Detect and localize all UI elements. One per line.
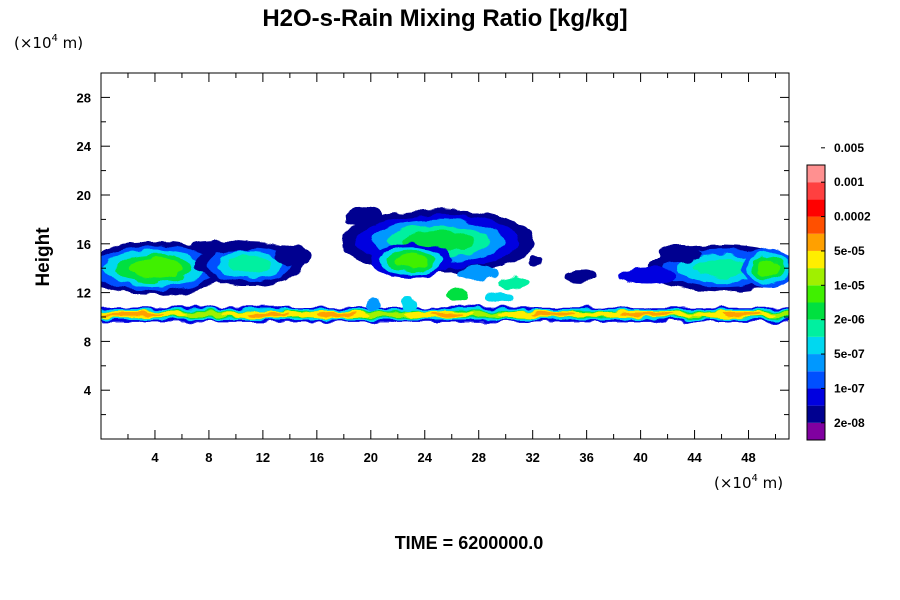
anvil-contour — [345, 207, 383, 227]
y-ticks: 4 8 12 16 20 24 28 — [77, 90, 789, 416]
colorbar: 2e-08 1e-07 5e-07 2e-06 1e-05 5e-05 0.0002 0.00… — [806, 141, 871, 441]
colorbar-swatch — [807, 354, 825, 372]
x-tick-label: 8 — [205, 450, 212, 465]
x-tick-label: 12 — [256, 450, 270, 465]
colorbar-swatch — [807, 233, 825, 251]
colorbar-swatch — [807, 336, 825, 355]
colorbar-swatch — [807, 216, 825, 234]
anvil-contour — [366, 298, 381, 311]
colorbar-swatch — [807, 371, 825, 389]
anvil-contour — [128, 258, 182, 278]
y-tick-label: 16 — [77, 237, 91, 252]
anvil-contour — [400, 297, 417, 313]
anvil-contour — [275, 243, 311, 266]
x-unit-suffix: m) — [758, 474, 783, 492]
x-tick-label: 16 — [310, 450, 324, 465]
y-unit-label: (×104 m) — [14, 33, 83, 52]
colorbar-label: 0.001 — [834, 175, 864, 189]
colorbar-swatch — [807, 268, 825, 286]
x-ticks: 4 8 12 16 20 24 28 32 36 40 44 48 — [127, 73, 777, 465]
colorbar-swatch — [807, 388, 825, 406]
colorbar-swatch — [807, 302, 825, 320]
x-tick-label: 36 — [579, 450, 593, 465]
anvil-contour — [528, 254, 543, 267]
data-field — [101, 207, 789, 322]
colorbar-swatch — [807, 199, 825, 217]
x-tick-label: 4 — [151, 450, 159, 465]
anvil-contour — [485, 290, 513, 303]
x-tick-label: 48 — [741, 450, 755, 465]
melt-core — [620, 312, 675, 317]
y-tick-label: 8 — [84, 334, 91, 349]
colorbar-swatch — [807, 182, 825, 200]
y-tick-label: 24 — [77, 139, 92, 154]
y-tick-label: 28 — [77, 90, 91, 105]
anvil-contour — [757, 260, 780, 277]
melting-layer-group — [101, 307, 789, 322]
time-label: TIME = 6200000.0 — [395, 533, 544, 553]
melt-core — [104, 312, 166, 317]
colorbar-label: 0.0002 — [834, 210, 871, 224]
x-unit-prefix: (×10 — [714, 474, 752, 492]
y-unit-exp: 4 — [52, 33, 58, 44]
colorbar-frame — [806, 164, 826, 441]
x-unit-exp: 4 — [752, 473, 758, 484]
x-tick-label: 24 — [418, 450, 433, 465]
y-tick-label: 12 — [77, 286, 91, 301]
x-tick-label: 28 — [471, 450, 485, 465]
colorbar-swatch — [807, 165, 825, 183]
melt-core — [428, 312, 462, 317]
anvil-contour — [617, 266, 678, 285]
colorbar-swatch — [807, 319, 825, 337]
colorbar-swatch — [807, 405, 825, 423]
melt-core — [529, 312, 577, 317]
y-tick-label: 4 — [84, 383, 92, 398]
anvil-contour — [188, 240, 257, 253]
melt-core — [249, 312, 290, 317]
anvil-contour — [660, 245, 702, 263]
x-unit-label: (×104 m) — [714, 473, 783, 492]
y-unit-prefix: (×10 — [14, 34, 52, 52]
x-tick-label: 44 — [687, 450, 702, 465]
x-tick-label: 32 — [525, 450, 539, 465]
melt-core — [721, 312, 763, 317]
anvil-contour — [691, 258, 752, 278]
colorbar-label: 5e-07 — [834, 347, 865, 361]
colorbar-label: 2e-06 — [834, 313, 865, 327]
anvil-contour — [563, 270, 597, 283]
colorbar-swatch — [807, 422, 825, 440]
colorbar-label: 1e-07 — [834, 381, 865, 395]
colorbar-label: 1e-05 — [834, 278, 865, 292]
anvil-contour — [395, 254, 428, 268]
colorbar-swatch — [807, 250, 825, 269]
x-tick-label: 20 — [364, 450, 378, 465]
melt-core — [316, 312, 358, 317]
colorbar-label: 0.005 — [834, 141, 864, 155]
y-axis-label: Height — [33, 227, 54, 287]
anvil-group — [101, 207, 789, 313]
anvil-contour — [227, 255, 271, 274]
colorbar-label: 2e-08 — [834, 416, 865, 430]
y-unit-suffix: m) — [58, 34, 83, 52]
colorbar-label: 5e-05 — [834, 244, 865, 258]
anvil-contour — [496, 276, 529, 289]
anvil-contour — [447, 287, 470, 303]
anvil-contour — [457, 265, 501, 281]
x-tick-label: 40 — [633, 450, 647, 465]
colorbar-swatch — [807, 285, 825, 303]
y-tick-label: 20 — [77, 188, 91, 203]
chart-title: H2O-s-Rain Mixing Ratio [kg/kg] — [262, 5, 627, 32]
plot-frame — [100, 72, 790, 440]
